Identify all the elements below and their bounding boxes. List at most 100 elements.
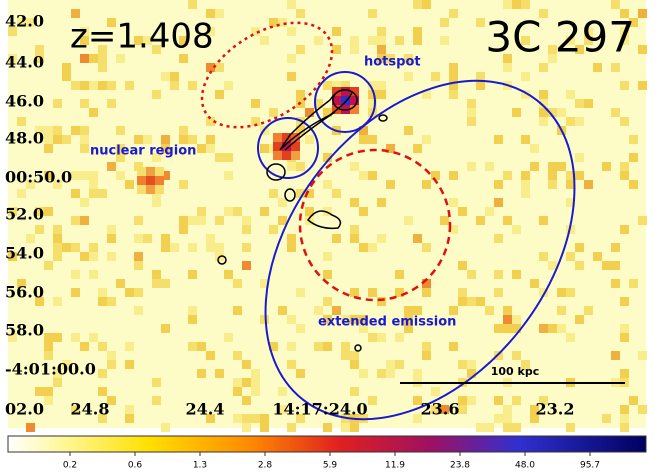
pixel xyxy=(620,333,629,342)
pixel xyxy=(638,45,647,54)
pixel xyxy=(134,288,143,297)
pixel xyxy=(377,297,386,306)
pixel xyxy=(53,99,62,108)
pixel xyxy=(530,144,539,153)
pixel xyxy=(269,225,278,234)
pixel xyxy=(395,333,404,342)
pixel xyxy=(476,81,485,90)
pixel xyxy=(116,126,125,135)
colorbar-label: 5.9 xyxy=(323,461,338,471)
pixel xyxy=(620,405,629,414)
figure-svg: 100 kpc z=1.408 3C 297 hotspot nuclear r… xyxy=(0,0,655,474)
pixel xyxy=(278,306,287,315)
pixel xyxy=(413,369,422,378)
pixel xyxy=(485,423,494,432)
pixel xyxy=(458,261,467,270)
pixel xyxy=(413,27,422,36)
scale-label: 100 kpc xyxy=(491,365,540,378)
pixel xyxy=(575,243,584,252)
pixel xyxy=(611,261,620,270)
pixel xyxy=(386,360,395,369)
pixel xyxy=(287,162,296,171)
pixel xyxy=(251,378,260,387)
bright-pixel xyxy=(137,167,146,176)
pixel xyxy=(287,342,296,351)
pixel xyxy=(620,162,629,171)
pixel xyxy=(377,234,386,243)
pixel xyxy=(44,333,53,342)
pixel xyxy=(629,153,638,162)
pixel xyxy=(323,81,332,90)
pixel xyxy=(44,387,53,396)
pixel xyxy=(134,306,143,315)
dec-label: 56.0 xyxy=(5,283,44,302)
pixel xyxy=(476,297,485,306)
pixel xyxy=(368,333,377,342)
pixel xyxy=(125,405,134,414)
pixel xyxy=(242,423,251,432)
pixel xyxy=(629,135,638,144)
pixel xyxy=(152,198,161,207)
pixel xyxy=(359,171,368,180)
colorbar-label: 0.2 xyxy=(63,461,77,471)
pixel xyxy=(413,36,422,45)
pixel xyxy=(287,243,296,252)
pixel xyxy=(557,288,566,297)
bright-pixel xyxy=(155,167,164,176)
dec-label: 42.0 xyxy=(5,12,44,31)
pixel xyxy=(53,297,62,306)
pixel xyxy=(206,234,215,243)
pixel xyxy=(98,288,107,297)
pixel xyxy=(404,72,413,81)
pixel xyxy=(467,117,476,126)
pixel xyxy=(629,279,638,288)
pixel xyxy=(503,405,512,414)
pixel xyxy=(107,297,116,306)
dec-label: 48.0 xyxy=(5,129,44,148)
pixel xyxy=(368,135,377,144)
pixel xyxy=(422,135,431,144)
pixel xyxy=(323,270,332,279)
pixel xyxy=(269,189,278,198)
pixel xyxy=(314,342,323,351)
pixel xyxy=(521,180,530,189)
pixel xyxy=(35,225,44,234)
pixel xyxy=(539,117,548,126)
pixel xyxy=(449,9,458,18)
pixel xyxy=(53,135,62,144)
pixel xyxy=(179,216,188,225)
pixel xyxy=(206,144,215,153)
pixel xyxy=(620,423,629,432)
pixel xyxy=(296,45,305,54)
pixel xyxy=(80,126,89,135)
pixel xyxy=(422,0,431,9)
pixel xyxy=(350,45,359,54)
pixel xyxy=(521,72,530,81)
pixel xyxy=(98,189,107,198)
pixel xyxy=(638,9,647,18)
dec-label: 58.0 xyxy=(5,321,44,340)
pixel xyxy=(530,279,539,288)
nuclear-label: nuclear region xyxy=(90,144,196,159)
pixel xyxy=(431,72,440,81)
pixel xyxy=(350,234,359,243)
pixel xyxy=(242,396,251,405)
dec-label: 54.0 xyxy=(5,244,44,263)
pixel xyxy=(503,171,512,180)
pixel xyxy=(620,414,629,423)
pixel xyxy=(548,180,557,189)
bright-pixel xyxy=(155,185,164,194)
pixel xyxy=(449,198,458,207)
pixel xyxy=(368,396,377,405)
pixel xyxy=(395,270,404,279)
pixel xyxy=(62,63,71,72)
pixel xyxy=(161,324,170,333)
pixel xyxy=(575,99,584,108)
pixel xyxy=(233,387,242,396)
pixel xyxy=(494,180,503,189)
pixel xyxy=(395,36,404,45)
pixel xyxy=(62,243,71,252)
pixel xyxy=(629,396,638,405)
pixel xyxy=(494,324,503,333)
pixel xyxy=(323,342,332,351)
